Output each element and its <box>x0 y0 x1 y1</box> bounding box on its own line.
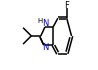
Text: F: F <box>64 1 69 10</box>
Text: N: N <box>42 19 48 28</box>
Text: H: H <box>38 18 43 24</box>
Text: N: N <box>42 43 48 52</box>
